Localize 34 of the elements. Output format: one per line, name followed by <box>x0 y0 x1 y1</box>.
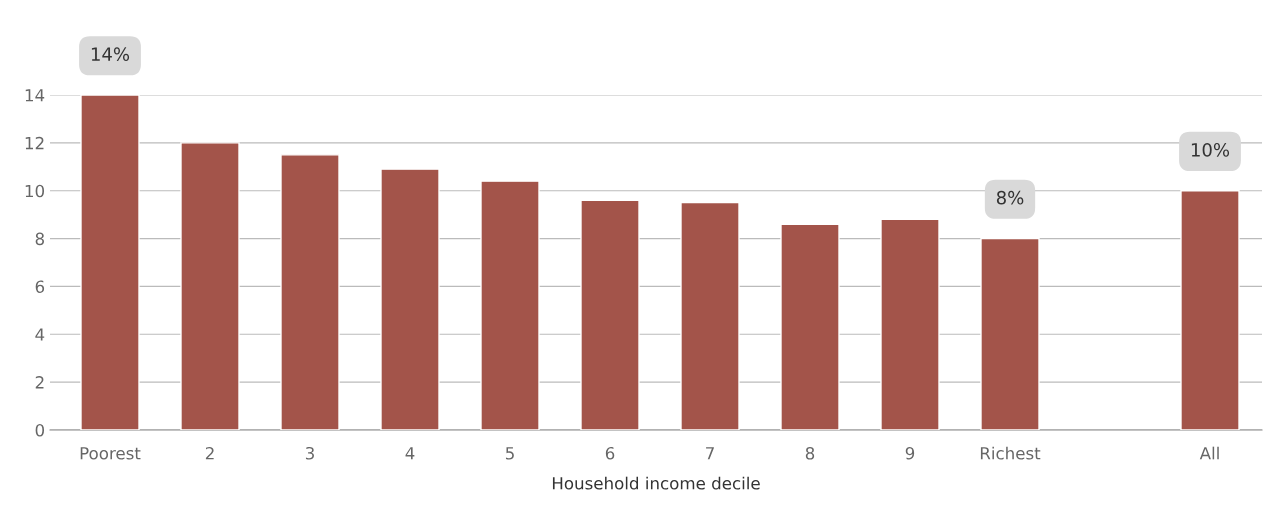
x-tick-label: 5 <box>505 447 514 460</box>
x-tick-label: 8 <box>805 446 815 460</box>
data-label: 8% <box>996 190 1024 205</box>
bar <box>480 180 540 430</box>
bar <box>880 218 940 430</box>
bar <box>580 199 640 430</box>
x-tick-label: 6 <box>605 446 615 460</box>
x-tick-label: Poorest <box>80 447 141 460</box>
x-tick-label: 3 <box>305 446 314 460</box>
x-tick-label: Richest <box>980 446 1041 460</box>
data-label: 10% <box>1191 143 1230 157</box>
y-tick-label: 4 <box>35 328 45 341</box>
bar <box>980 237 1040 430</box>
y-tick-label: 14 <box>25 89 45 102</box>
bar <box>680 201 740 430</box>
x-tick-label: All <box>1199 446 1219 460</box>
bar <box>780 223 840 430</box>
x-tick-label: 4 <box>405 447 415 460</box>
data-label: 14% <box>91 47 130 61</box>
bar <box>80 95 140 430</box>
y-tick-label: 6 <box>35 280 45 293</box>
x-axis-title: Household income decile <box>552 476 760 490</box>
bar <box>280 154 340 430</box>
y-tick-label: 12 <box>25 136 44 150</box>
x-tick-label: 9 <box>905 446 915 460</box>
x-tick-label: 2 <box>205 446 214 460</box>
y-tick-label: 0 <box>35 423 45 437</box>
y-tick-label: 8 <box>35 232 44 246</box>
x-tick-label: 7 <box>706 447 714 460</box>
bar <box>380 168 440 430</box>
y-tick-label: 10 <box>25 184 45 198</box>
bar <box>180 142 240 430</box>
y-tick-label: 2 <box>35 376 44 389</box>
bar <box>1180 190 1240 430</box>
